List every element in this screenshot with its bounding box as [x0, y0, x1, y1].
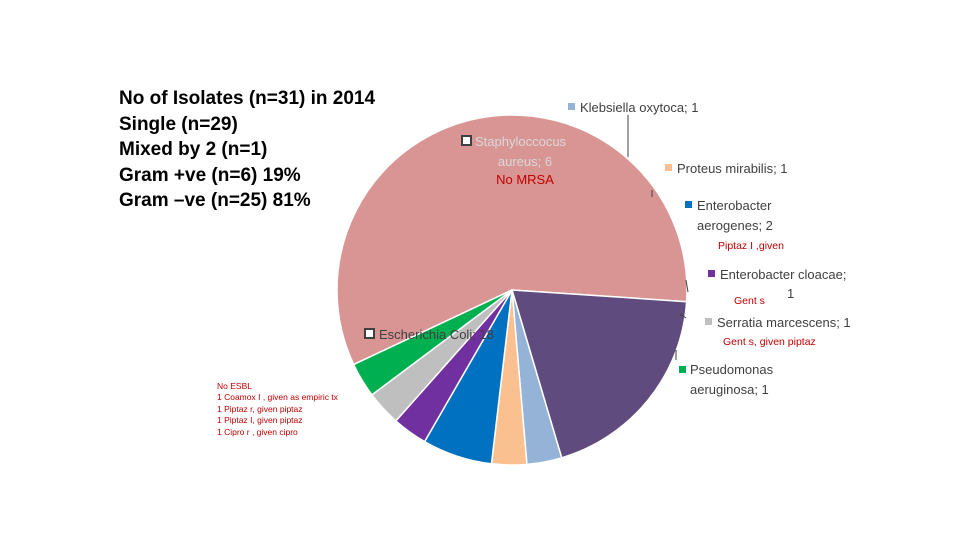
label-enterobacter-cloacae: 1	[787, 286, 794, 301]
slice-staphylococcus-aureus	[510, 289, 688, 459]
legend-key-icon	[685, 201, 692, 208]
annotation-serratia: Gent s, given piptaz	[723, 336, 816, 348]
annotation-no-mrsa: No MRSA	[496, 172, 554, 187]
summary-line-mixed: Mixed by 2 (n=1)	[119, 139, 268, 160]
label-staphylococcus-aureus: aureus; 6	[498, 154, 552, 169]
summary-line-single: Single (n=29)	[119, 113, 238, 135]
ecoli-note: 1 Piptaz r, given piptaz	[217, 403, 303, 414]
legend-key-icon	[665, 164, 672, 171]
label-escherichia-coli: Escherichia Coli; 18	[379, 327, 494, 342]
label-pseudomonas-aeruginosa: Pseudomonas	[690, 362, 774, 377]
ecoli-note: 1 Piptaz I, given piptaz	[217, 415, 303, 426]
label-enterobacter-aerogenes: Enterobacter	[697, 198, 772, 213]
annotation-enterobacter-cloacae: Gent s	[734, 295, 765, 307]
legend-key-icon	[705, 318, 712, 325]
legend-key-icon	[679, 366, 686, 373]
leader-line	[679, 313, 687, 319]
ecoli-notes: No ESBL 1 Coamox I , given as empiric tx…	[217, 381, 338, 438]
ecoli-note: 1 Cipro r , given cipro	[217, 426, 298, 437]
label-proteus-mirabilis: Proteus mirabilis; 1	[677, 161, 788, 176]
summary-line-isolates: No of Isolates (n=31) in 2014	[119, 88, 376, 109]
label-enterobacter-aerogenes: aerogenes; 2	[697, 218, 773, 233]
legend-key-icon	[364, 328, 375, 339]
summary-line-gram-negative: Gram –ve (n=25) 81%	[119, 190, 311, 211]
annotation-enterobacter-aerogenes: Piptaz I ,given	[718, 240, 784, 252]
label-pseudomonas-aeruginosa: aeruginosa; 1	[690, 382, 769, 397]
label-klebsiella-oxytoca: Klebsiella oxytoca; 1	[580, 100, 699, 115]
ecoli-note: No ESBL	[217, 381, 252, 391]
ecoli-note: 1 Coamox I , given as empiric tx	[217, 392, 338, 403]
label-serratia-marcescens: Serratia marcescens; 1	[717, 315, 851, 330]
isolates-summary: No of Isolates (n=31) in 2014 Single (n=…	[119, 86, 375, 214]
slice-labels: Escherichia Coli; 18 Staphyloccocus aureus…	[364, 100, 851, 397]
label-staphylococcus-aureus: Staphyloccocus	[475, 134, 567, 149]
legend-key-icon	[568, 103, 575, 110]
annotations: No MRSA Piptaz I ,given Gent s Gent s, give…	[496, 172, 816, 348]
summary-line-gram-positive: Gram +ve (n=6) 19%	[119, 164, 301, 186]
pie-slices	[336, 114, 688, 466]
legend-key-icon	[708, 270, 715, 277]
slice-escherichia-coli	[336, 114, 688, 366]
legend-key-icon	[461, 135, 472, 146]
leader-lines	[627, 115, 689, 360]
slice-pseudomonas-aeruginosa	[352, 289, 513, 396]
label-enterobacter-cloacae: Enterobacter cloacae;	[720, 267, 846, 282]
leader-line	[685, 279, 689, 293]
